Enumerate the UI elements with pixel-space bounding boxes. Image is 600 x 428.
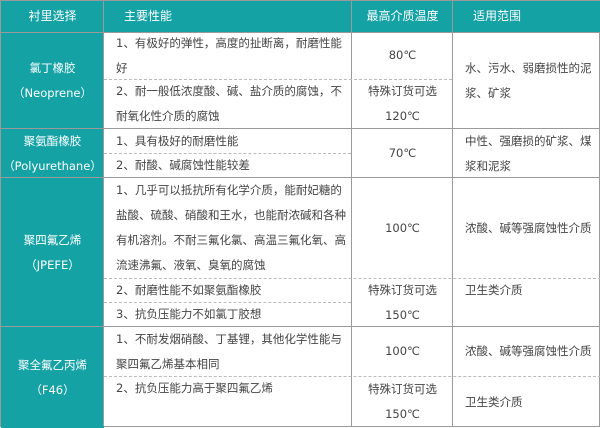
temp: 80℃	[388, 48, 417, 62]
header-scope: 适用范围	[453, 1, 600, 32]
divider	[452, 1, 453, 426]
header-lining: 衬里选择	[1, 1, 104, 32]
property: 3、抗负压能力不如氯丁胶想	[116, 307, 262, 321]
dashed-divider	[104, 153, 351, 154]
dashed-divider	[104, 376, 600, 377]
temp: 特殊订货可选 150℃	[368, 282, 437, 322]
scope: 水、污水、弱磨损性的泥浆、矿浆	[465, 60, 592, 100]
temp: 100℃	[385, 344, 420, 358]
scope: 中性、强磨损的矿浆、煤浆和泥浆	[465, 133, 592, 173]
scope: 卫生类介质	[465, 394, 523, 409]
temp: 70℃	[388, 146, 417, 160]
property: 2、耐磨性能不如聚氨酯橡胶	[116, 282, 262, 297]
row-name: 氯丁橡胶 （Neoprene）	[1, 32, 104, 129]
divider	[103, 1, 104, 426]
property: 1、具有极好的耐磨性能	[116, 133, 239, 148]
dashed-divider	[104, 278, 600, 279]
divider	[1, 32, 599, 33]
row-name: 聚四氟乙烯 （JPEFE）	[1, 178, 104, 327]
temp: 100℃	[385, 220, 420, 235]
scope: 卫生类介质	[465, 282, 523, 297]
scope: 浓酸、碱等强腐蚀性介质	[465, 220, 592, 235]
divider	[1, 326, 599, 327]
temp: 特殊订货可选 150℃	[368, 382, 437, 421]
property: 2、耐酸、碱腐蚀性能较差	[116, 158, 250, 172]
temp: 特殊订货可选 120℃	[368, 84, 437, 123]
row-name: 聚全氟乙丙烯 （F46）	[1, 327, 104, 428]
dashed-divider	[104, 79, 452, 80]
property: 2、耐一般低浓度酸、碱、盐介质的腐蚀，不耐氧化性介质的腐蚀	[116, 84, 342, 123]
scope: 浓酸、碱等强腐蚀性介质	[465, 344, 592, 358]
property: 1、不耐发烟硝酸、丁基锂，其他化学性能与聚四氟乙烯基本相同	[116, 331, 342, 371]
header-properties: 主要性能	[104, 1, 352, 32]
dashed-divider	[104, 302, 351, 303]
property: 1、几乎可以抵抗所有化学介质，能耐妃糖的盐酸、硫酸、硝酸和王水，也能耐浓碱和各种…	[116, 183, 346, 272]
divider	[351, 1, 352, 426]
header-temp: 最高介质温度	[352, 1, 453, 32]
row-name: 聚氨酯橡胶 （Polyurethane）	[1, 129, 104, 178]
property: 1、有极好的弹性，高度的扯断离，耐磨性能好	[116, 35, 342, 75]
divider	[1, 128, 599, 129]
property: 2、抗负压能力高于聚四氟乙烯	[116, 381, 273, 395]
divider	[1, 177, 599, 178]
